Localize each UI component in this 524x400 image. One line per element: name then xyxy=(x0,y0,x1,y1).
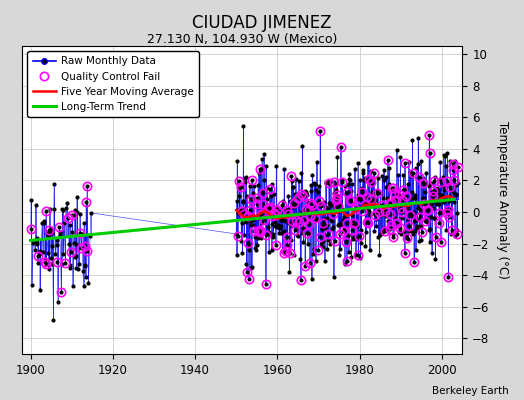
Title: 27.130 N, 104.930 W (Mexico): 27.130 N, 104.930 W (Mexico) xyxy=(147,33,337,46)
Text: Berkeley Earth: Berkeley Earth xyxy=(432,386,508,396)
Text: CIUDAD JIMENEZ: CIUDAD JIMENEZ xyxy=(192,14,332,32)
Legend: Raw Monthly Data, Quality Control Fail, Five Year Moving Average, Long-Term Tren: Raw Monthly Data, Quality Control Fail, … xyxy=(27,51,199,117)
Y-axis label: Temperature Anomaly (°C): Temperature Anomaly (°C) xyxy=(496,121,509,279)
